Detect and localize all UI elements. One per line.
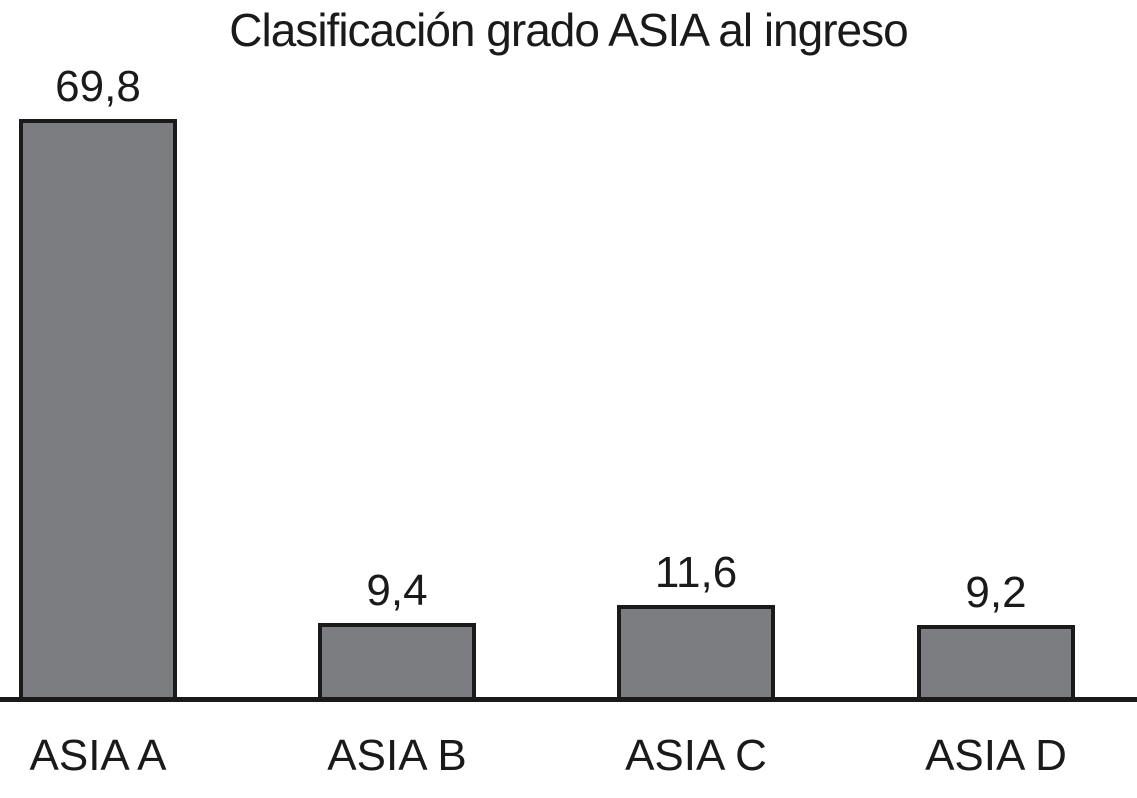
bar	[617, 605, 775, 702]
bar	[917, 625, 1075, 702]
x-axis-line	[0, 697, 1137, 702]
bar-value-label: 11,6	[654, 548, 738, 597]
chart-title: Clasificación grado ASIA al ingreso	[229, 4, 908, 56]
bar	[318, 623, 476, 702]
x-tick-label: ASIA A	[29, 731, 167, 780]
x-tick-label: ASIA B	[327, 731, 467, 780]
bar	[19, 119, 177, 702]
x-tick-label: ASIA D	[925, 731, 1067, 780]
bar-value-label: 9,2	[965, 568, 1027, 617]
bar-value-label: 69,8	[55, 62, 141, 111]
bar-value-label: 9,4	[366, 566, 428, 615]
x-tick-label: ASIA C	[625, 731, 767, 780]
